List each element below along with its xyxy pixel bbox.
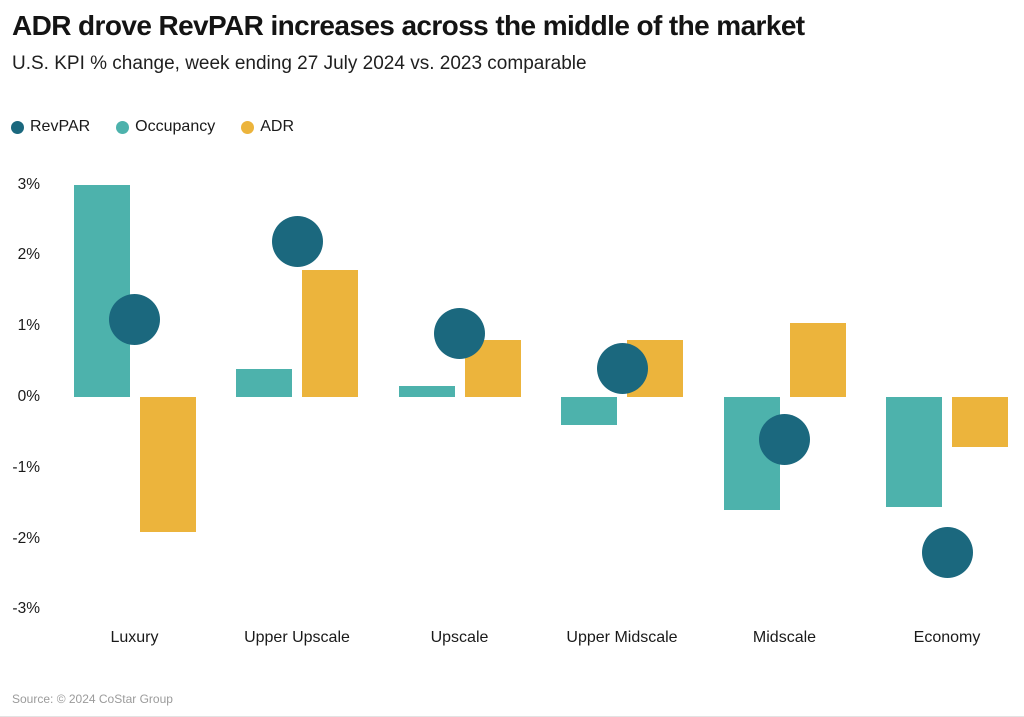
occupancy-bar (561, 397, 617, 426)
legend-label: RevPAR (30, 118, 91, 135)
y-axis-tick-label: 3% (17, 175, 40, 193)
x-axis-category-label: Economy (913, 629, 981, 646)
revpar-dot (921, 527, 973, 579)
legend-dot-occupancy (116, 120, 130, 134)
occupancy-bar (398, 386, 455, 397)
y-axis-tick-label: 1% (17, 317, 40, 335)
x-axis-category-label: Midscale (752, 629, 817, 646)
adr-bar (139, 397, 196, 532)
y-axis-tick-label: 2% (17, 246, 40, 264)
occupancy-bar (886, 397, 942, 507)
legend-item-occupancy: Occupancy (116, 119, 215, 135)
revpar-dot (434, 307, 485, 359)
legend-item-adr: ADR (241, 119, 294, 135)
x-axis-category-label: Luxury (110, 629, 159, 646)
chart-title: ADR drove RevPAR increases across the mi… (12, 10, 805, 41)
adr-bar (789, 322, 846, 397)
adr-bar (302, 269, 358, 397)
revpar-dot (109, 293, 160, 345)
x-axis-category-label: Upper Midscale (566, 629, 678, 646)
legend-dot-adr (241, 120, 255, 134)
x-axis-category-label: Upscale (430, 629, 489, 646)
occupancy-bar (73, 184, 130, 397)
legend-label: Occupancy (135, 118, 216, 135)
revpar-dot (759, 413, 810, 465)
legend-dot-revpar (11, 120, 24, 134)
adr-bar (952, 397, 1008, 447)
legend-item-revpar: RevPAR (11, 119, 90, 135)
revpar-dot (271, 215, 323, 267)
chart-subtitle: U.S. KPI % change, week ending 27 July 2… (12, 53, 587, 74)
occupancy-bar (236, 368, 292, 397)
chart-legend: RevPAR Occupancy ADR (11, 119, 294, 135)
source-note: Source: © 2024 CoStar Group (12, 692, 173, 706)
y-axis-tick-label: 0% (17, 388, 40, 405)
legend-label: ADR (260, 118, 294, 135)
revpar-dot (596, 343, 648, 395)
x-axis-category-label: Upper Upscale (244, 629, 350, 646)
y-axis-tick-label: -1% (12, 458, 40, 476)
y-axis-tick-label: -2% (12, 529, 40, 547)
y-axis-tick-label: -3% (12, 600, 40, 618)
